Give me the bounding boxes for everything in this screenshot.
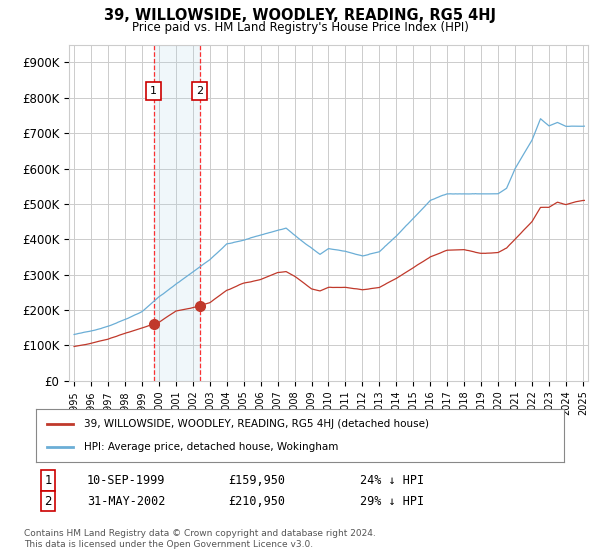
Text: 29% ↓ HPI: 29% ↓ HPI bbox=[360, 494, 424, 508]
Text: 24% ↓ HPI: 24% ↓ HPI bbox=[360, 474, 424, 487]
Bar bbox=[154, 45, 200, 381]
Text: Contains HM Land Registry data © Crown copyright and database right 2024.
This d: Contains HM Land Registry data © Crown c… bbox=[24, 529, 376, 549]
Text: 31-MAY-2002: 31-MAY-2002 bbox=[87, 494, 166, 508]
Text: 1: 1 bbox=[151, 86, 157, 96]
Text: 2: 2 bbox=[44, 494, 52, 508]
Text: £159,950: £159,950 bbox=[228, 474, 285, 487]
Text: 1: 1 bbox=[44, 474, 52, 487]
Text: Price paid vs. HM Land Registry's House Price Index (HPI): Price paid vs. HM Land Registry's House … bbox=[131, 21, 469, 34]
Text: 2: 2 bbox=[196, 86, 203, 96]
Text: 39, WILLOWSIDE, WOODLEY, READING, RG5 4HJ: 39, WILLOWSIDE, WOODLEY, READING, RG5 4H… bbox=[104, 8, 496, 24]
Text: 39, WILLOWSIDE, WOODLEY, READING, RG5 4HJ (detached house): 39, WILLOWSIDE, WOODLEY, READING, RG5 4H… bbox=[83, 419, 428, 429]
Text: 10-SEP-1999: 10-SEP-1999 bbox=[87, 474, 166, 487]
Text: £210,950: £210,950 bbox=[228, 494, 285, 508]
Text: HPI: Average price, detached house, Wokingham: HPI: Average price, detached house, Woki… bbox=[83, 442, 338, 452]
